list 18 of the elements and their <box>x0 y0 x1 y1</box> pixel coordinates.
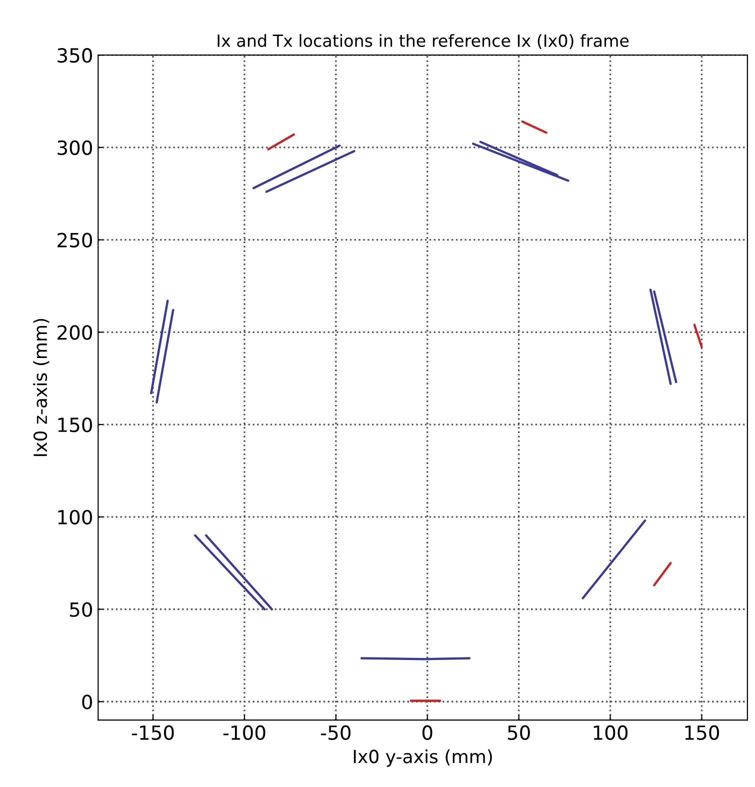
x-axis-title: Ix0 y-axis (mm) <box>354 749 492 767</box>
x-tick-label: -150 <box>132 725 174 740</box>
y-tick-label: 200 <box>58 325 92 340</box>
y-tick-label: 350 <box>58 48 92 63</box>
y-tick-label: 150 <box>58 418 92 432</box>
x-tick-label: -100 <box>223 725 266 740</box>
x-tick-label: 50 <box>508 725 530 740</box>
chart-title: Ix and Tx locations in the reference Ix (Ix0) frame <box>218 34 629 49</box>
x-tick-label: 0 <box>422 725 432 740</box>
y-tick-label: 250 <box>58 232 92 248</box>
y-tick-label: 50 <box>70 602 92 617</box>
y-tick-label: 300 <box>58 140 92 156</box>
y-tick-label: 100 <box>58 510 92 525</box>
x-tick-label: -50 <box>320 725 351 740</box>
y-axis-title: Ix0 z-axis (mm) <box>33 318 50 456</box>
x-tick-label: 100 <box>594 725 628 740</box>
x-tick-label: 150 <box>685 725 719 740</box>
y-tick-label: 0 <box>82 694 92 710</box>
